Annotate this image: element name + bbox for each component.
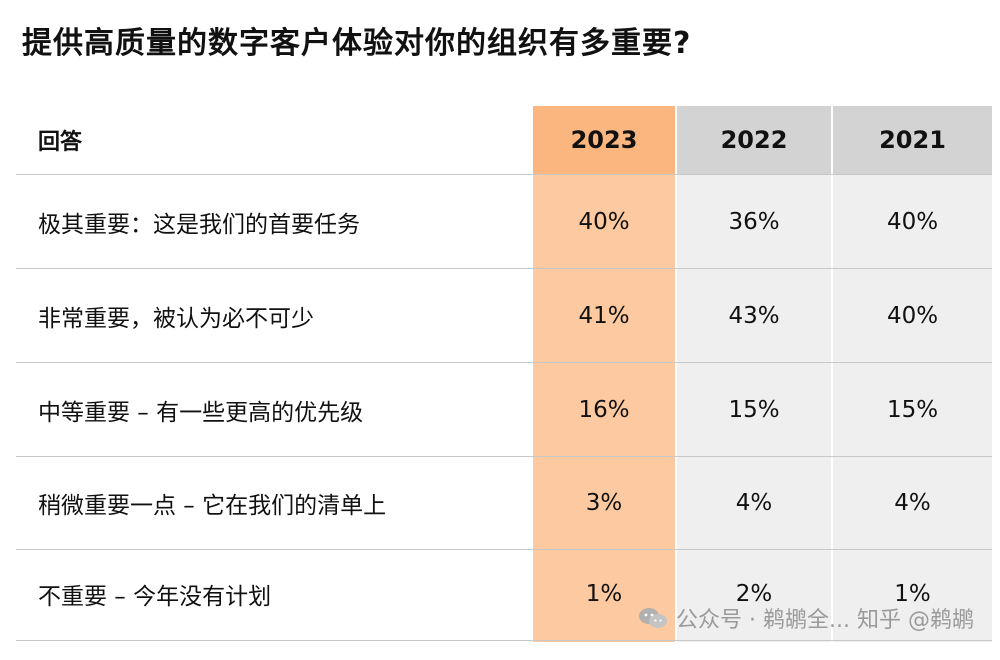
cell-value: 40% bbox=[886, 208, 939, 235]
row-divider bbox=[16, 640, 992, 641]
cell-value: 4% bbox=[894, 490, 931, 516]
watermark-text: 公众号 · 鹈鹕全... 知乎 @鹈鹕 bbox=[676, 608, 974, 633]
cell-value: 4% bbox=[735, 490, 773, 516]
row-divider bbox=[16, 174, 992, 175]
column-bg-2023 bbox=[533, 106, 675, 642]
row-divider bbox=[16, 268, 992, 269]
cell-value: 41% bbox=[578, 302, 630, 329]
chart-title: 提供高质量的数字客户体验对你的组织有多重要? bbox=[22, 26, 692, 61]
cell-value: 16% bbox=[578, 396, 630, 423]
cell-value: 40% bbox=[886, 302, 939, 329]
cell-value: 1% bbox=[894, 581, 931, 607]
wechat-icon bbox=[639, 608, 668, 628]
header-year-2022: 2022 bbox=[720, 126, 788, 154]
cell-value: 36% bbox=[728, 208, 780, 235]
row-divider bbox=[16, 362, 992, 363]
row-divider bbox=[16, 549, 992, 550]
cell-value: 15% bbox=[728, 396, 780, 423]
cell-value: 2% bbox=[735, 581, 773, 607]
header-year-2023: 2023 bbox=[570, 126, 638, 154]
row-label: 极其重要：这是我们的首要任务 bbox=[38, 211, 360, 238]
header-year-2021: 2021 bbox=[879, 126, 946, 154]
column-bg-2022 bbox=[677, 106, 831, 642]
header-bg-2023 bbox=[533, 106, 675, 174]
column-bg-2021 bbox=[833, 106, 992, 642]
row-label: 不重要 – 今年没有计划 bbox=[38, 584, 272, 610]
cell-value: 3% bbox=[585, 490, 623, 516]
row-label: 中等重要 – 有一些更高的优先级 bbox=[38, 399, 364, 426]
header-bg-2021 bbox=[833, 106, 992, 174]
cell-value: 43% bbox=[728, 302, 780, 329]
data-table: 回答 2023 2022 2021 极其重要：这是我们的首要任务 40% 36%… bbox=[16, 106, 992, 642]
row-label: 稍微重要一点 – 它在我们的清单上 bbox=[38, 493, 387, 519]
header-label: 回答 bbox=[38, 130, 83, 155]
row-label: 非常重要，被认为必不可少 bbox=[38, 305, 314, 332]
cell-value: 1% bbox=[585, 581, 623, 607]
row-divider bbox=[16, 456, 992, 457]
header-bg-2022 bbox=[677, 106, 831, 174]
cell-value: 40% bbox=[578, 208, 630, 235]
cell-value: 15% bbox=[886, 396, 939, 423]
watermark: 公众号 · 鹈鹕全... 知乎 @鹈鹕 bbox=[638, 602, 974, 634]
